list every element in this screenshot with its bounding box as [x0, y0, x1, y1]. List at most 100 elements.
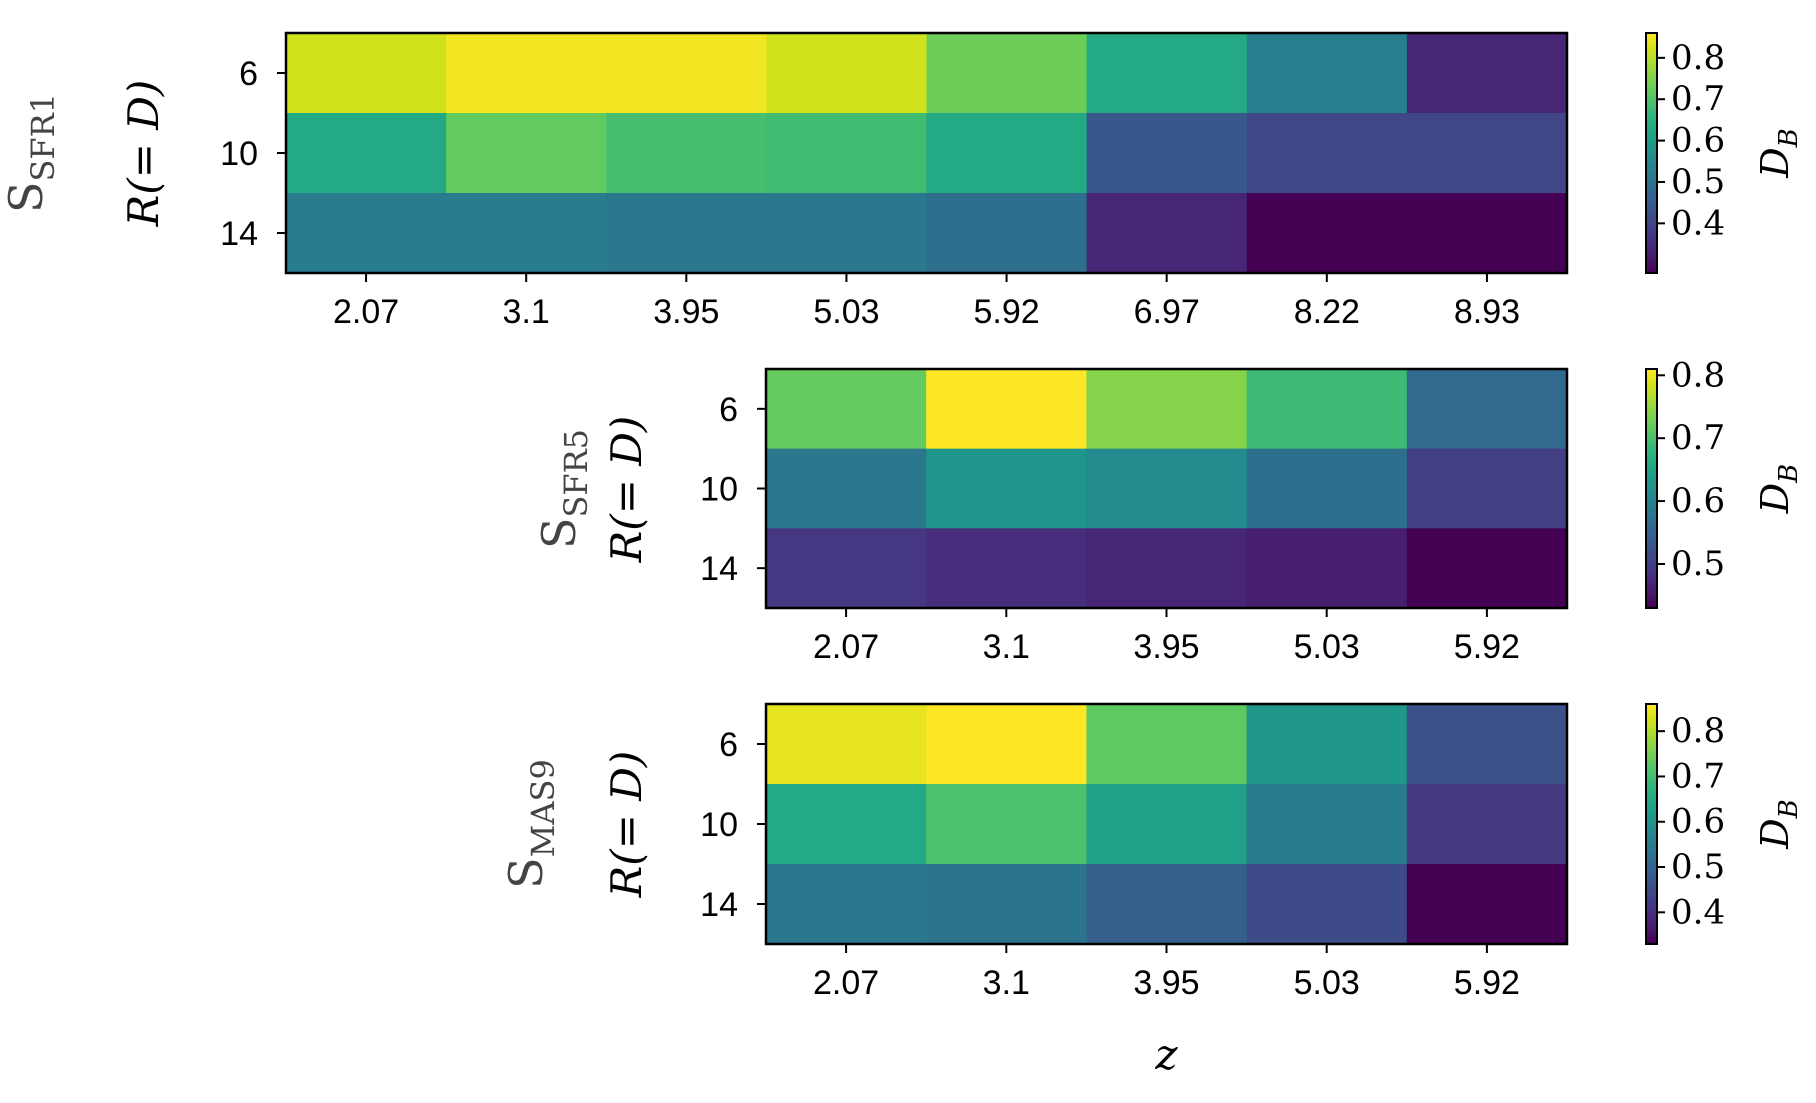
x-tick-label: 2.07	[333, 293, 399, 331]
x-tick-label: 5.03	[1294, 628, 1360, 666]
colorbar-frame	[1645, 368, 1658, 609]
colorbar-segment	[1646, 180, 1657, 184]
colorbar-segment	[1646, 896, 1657, 900]
colorbar-segment	[1646, 575, 1657, 579]
colorbar-segment	[1646, 222, 1657, 226]
colorbar-segment	[1646, 776, 1657, 780]
x-tick-label: 2.07	[813, 628, 879, 666]
colorbar-segment	[1646, 446, 1657, 451]
colorbar-segment	[1646, 153, 1657, 157]
heatmap-cell	[1086, 33, 1248, 114]
colorbar-segment	[1646, 234, 1657, 238]
colorbar-tick-label: 0.6	[1671, 802, 1725, 842]
colorbar-segment	[1646, 75, 1657, 79]
heatmap-cell	[1406, 448, 1568, 529]
colorbar-segment	[1646, 710, 1657, 714]
colorbar-segment	[1646, 713, 1657, 717]
colorbar-segment	[1646, 584, 1657, 588]
colorbar-segment	[1646, 488, 1657, 493]
colorbar-segment	[1646, 111, 1657, 115]
colorbar-segment	[1646, 410, 1657, 415]
colorbar-segment	[1646, 198, 1657, 202]
colorbar-segment	[1646, 926, 1657, 930]
y-tick-label: 10	[700, 806, 738, 844]
heatmap-cell	[286, 113, 447, 194]
colorbar-segment	[1646, 551, 1657, 555]
colorbar-segment	[1646, 392, 1657, 397]
colorbar-segment	[1646, 782, 1657, 786]
heatmap-cell	[926, 369, 1087, 450]
colorbar-segment	[1646, 509, 1657, 513]
colorbar-segment	[1646, 746, 1657, 750]
heatmap-cell	[1406, 528, 1568, 609]
colorbar-tick-label: 0.7	[1671, 79, 1725, 119]
heatmap-cell	[1406, 369, 1568, 450]
colorbar-label: DB	[1753, 799, 1804, 850]
colorbar-segment	[1646, 225, 1657, 229]
colorbar-segment	[1646, 129, 1657, 133]
colorbar-segment	[1646, 518, 1657, 522]
y-tick-label: 10	[220, 135, 258, 173]
colorbar-segment	[1646, 126, 1657, 130]
colorbar-segment	[1646, 270, 1657, 274]
y-tick-label: 6	[239, 55, 258, 93]
x-tick-label: 8.93	[1454, 293, 1520, 331]
colorbar-segment	[1646, 905, 1657, 909]
colorbar-segment	[1646, 186, 1657, 190]
colorbar-segment	[1646, 449, 1657, 454]
colorbar-segment	[1646, 878, 1657, 882]
colorbar-segment	[1646, 117, 1657, 121]
colorbar-segment	[1646, 761, 1657, 765]
colorbar-segment	[1646, 749, 1657, 753]
colorbar-label: DB	[1753, 464, 1804, 515]
colorbar-segment	[1646, 536, 1657, 540]
heatmap-cell	[606, 193, 767, 274]
colorbar-segment	[1646, 171, 1657, 175]
colorbar-segment	[1646, 875, 1657, 879]
colorbar-segment	[1646, 593, 1657, 597]
colorbar-tick-label: 0.5	[1671, 847, 1725, 887]
colorbar-segment	[1646, 78, 1657, 82]
colorbar-segment	[1646, 96, 1657, 100]
colorbar-segment	[1646, 914, 1657, 918]
colorbar-segment	[1646, 602, 1657, 606]
y-axis-label: R(= D)	[602, 416, 651, 564]
colorbar-segment	[1646, 207, 1657, 211]
heatmap-cell	[926, 704, 1087, 785]
heatmap-cell	[926, 528, 1087, 609]
heatmap-cell	[1086, 193, 1248, 274]
colorbar-segment	[1646, 66, 1657, 70]
colorbar-segment	[1646, 923, 1657, 927]
colorbar-segment	[1646, 740, 1657, 744]
heatmap-cell	[1246, 528, 1408, 609]
colorbar-segment	[1646, 369, 1657, 373]
heatmap-cell	[286, 33, 447, 114]
colorbar-segment	[1646, 809, 1657, 813]
colorbar-segment	[1646, 866, 1657, 870]
colorbar-segment	[1646, 482, 1657, 487]
colorbar-segment	[1646, 105, 1657, 109]
colorbar-segment	[1646, 132, 1657, 136]
heatmap-cell	[1406, 704, 1568, 785]
colorbar-segment	[1646, 764, 1657, 768]
colorbar-segment	[1646, 72, 1657, 76]
colorbar-segment	[1646, 542, 1657, 546]
colorbar-segment	[1646, 563, 1657, 567]
y-axis-label: R(= D)	[602, 751, 651, 899]
colorbar-segment	[1646, 120, 1657, 124]
colorbar-segment	[1646, 545, 1657, 549]
colorbar-segment	[1646, 452, 1657, 457]
colorbar-segment	[1646, 33, 1657, 37]
colorbar-segment	[1646, 485, 1657, 490]
colorbar-segment	[1646, 806, 1657, 810]
colorbar-segment	[1646, 159, 1657, 163]
colorbar-segment	[1646, 177, 1657, 181]
colorbar-segment	[1646, 833, 1657, 837]
colorbar-segment	[1646, 135, 1657, 139]
colorbar-segment	[1646, 374, 1657, 379]
colorbar-segment	[1646, 150, 1657, 154]
colorbar-label: DB	[1753, 128, 1804, 179]
heatmap-cell	[446, 193, 607, 274]
colorbar-segment	[1646, 707, 1657, 711]
colorbar-segment	[1646, 527, 1657, 531]
